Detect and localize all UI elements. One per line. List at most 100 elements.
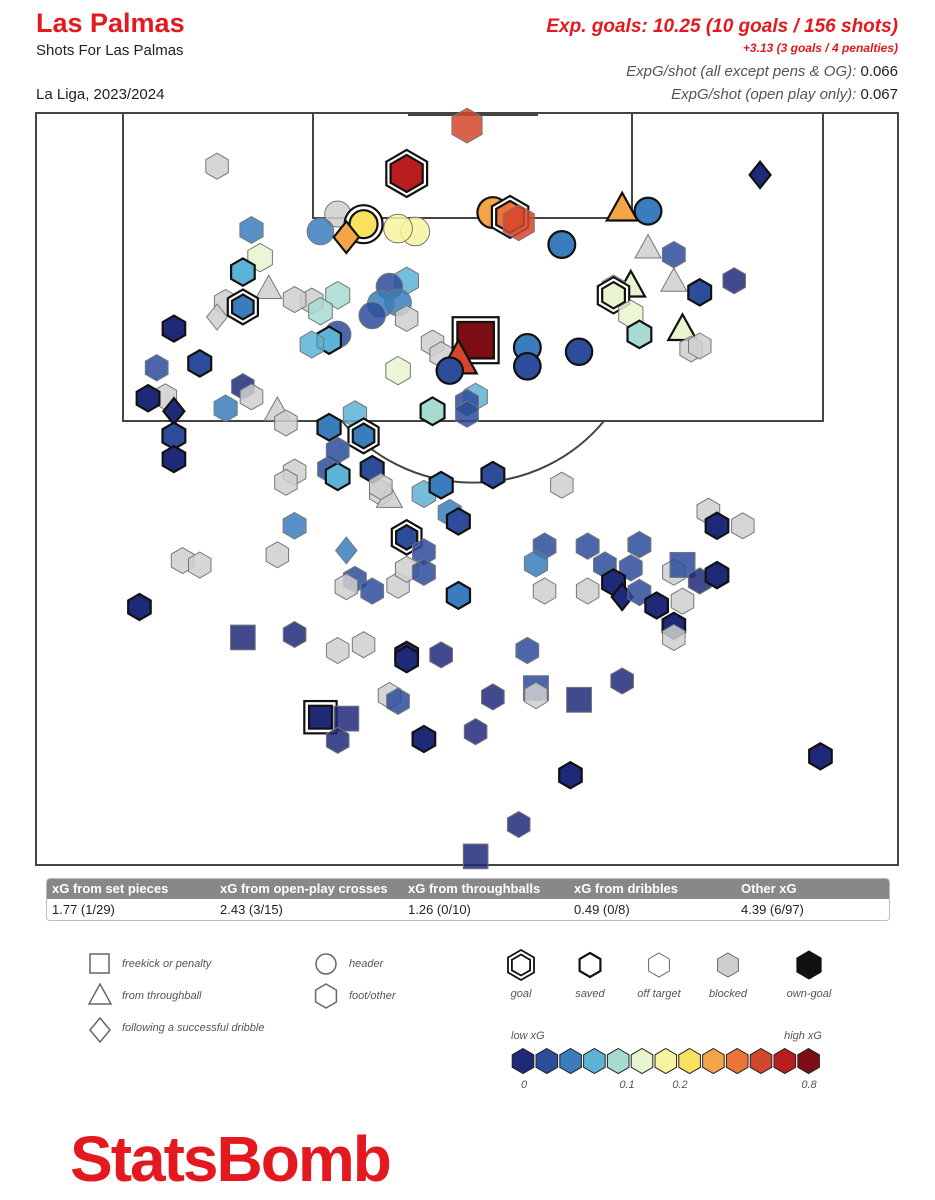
- shot-triangle: [660, 266, 688, 292]
- square-icon: [89, 953, 110, 974]
- shot-map: [35, 107, 899, 870]
- legend-own-goal-label: own-goal: [787, 988, 832, 1000]
- scale-swatch: [797, 1047, 820, 1075]
- scale-swatch: [583, 1047, 606, 1075]
- shot-marker: [351, 631, 376, 659]
- shot-marker: [230, 257, 256, 287]
- summary-value: 4.39 (6/97): [741, 902, 804, 917]
- shot-hexagon: [385, 355, 411, 386]
- shot-marker: [135, 383, 161, 413]
- shot-hexagon: [389, 153, 424, 194]
- summary-value-row: 1.77 (1/29) 2.43 (3/15) 1.26 (0/10) 0.49…: [47, 899, 889, 920]
- xg-summary-table: xG from set pieces xG from open-play cro…: [46, 878, 890, 921]
- legend-foot-label: foot/other: [349, 990, 397, 1002]
- summary-value: 0.49 (0/8): [574, 902, 630, 917]
- shot-hexagon: [618, 554, 643, 582]
- shot-marker: [325, 280, 351, 310]
- shot-marker: [394, 644, 419, 674]
- scale-swatch: [773, 1047, 797, 1075]
- shot-hexagon: [205, 152, 229, 180]
- shot-hexagon: [395, 523, 419, 551]
- legend-header-label: header: [349, 958, 385, 970]
- shot-marker: [428, 470, 454, 500]
- scale-high-label: high xG: [784, 1030, 822, 1042]
- diamond-icon: [89, 1016, 111, 1044]
- shot-hexagon: [731, 512, 755, 540]
- shot-marker: [575, 577, 600, 605]
- shot-marker: [324, 461, 351, 492]
- pitch-boundary: [35, 112, 899, 866]
- shot-hexagon: [127, 592, 152, 622]
- xg-per-shot-all-value: 0.066: [860, 63, 898, 80]
- shot-hexagon: [161, 444, 187, 474]
- scale-swatch: [654, 1047, 678, 1075]
- shot-marker: [480, 460, 506, 490]
- shot-marker: [661, 240, 686, 269]
- shot-hexagon: [161, 314, 187, 343]
- scale-tick: 0.2: [672, 1079, 687, 1091]
- shot-diamond: [334, 536, 358, 565]
- statsbomb-logo: StatsBomb: [70, 1123, 392, 1195]
- shot-square: [230, 624, 256, 651]
- shot-marker: [704, 511, 730, 541]
- shot-marker: [254, 274, 283, 300]
- shot-hexagon: [627, 530, 652, 559]
- shot-hexagon: [274, 409, 298, 437]
- shot-marker: [332, 219, 361, 255]
- legend-saved-label: saved: [575, 988, 605, 1000]
- shot-marker: [455, 400, 479, 428]
- shot-marker: [451, 107, 483, 144]
- legend-freekick-label: freekick or penalty: [122, 958, 213, 970]
- shot-marker: [610, 667, 634, 695]
- shot-hexagon: [325, 436, 350, 465]
- shot-circle: [547, 230, 577, 260]
- shot-hexagon: [351, 631, 376, 659]
- shot-marker: [633, 196, 663, 226]
- shot-hexagon: [274, 468, 298, 496]
- shot-circle: [633, 196, 663, 226]
- shot-hexagon: [480, 460, 506, 490]
- xg-per-shot-open-play-value: 0.067: [860, 86, 898, 103]
- shot-diamond: [332, 219, 361, 255]
- shot-hexagon: [282, 511, 307, 540]
- shot-square: [333, 705, 360, 732]
- shot-marker: [369, 473, 393, 501]
- shot-circle: [383, 213, 413, 244]
- legend-goal-label: goal: [511, 988, 532, 1000]
- shot-marker: [411, 558, 436, 586]
- shot-hexagon: [411, 724, 437, 754]
- shot-triangle: [254, 274, 283, 300]
- shot-hexagon: [455, 400, 479, 428]
- scale-swatch: [606, 1047, 630, 1075]
- shot-marker: [386, 687, 410, 715]
- shot-marker: [205, 303, 229, 331]
- shot-hexagon: [144, 354, 169, 382]
- shot-marker: [688, 332, 712, 360]
- shot-marker: [419, 396, 446, 427]
- shot-marker: [282, 511, 307, 540]
- goal-outcome-inner-icon: [510, 953, 531, 977]
- shot-marker: [239, 383, 264, 411]
- shot-marker: [226, 288, 259, 326]
- shot-hexagon: [429, 641, 453, 669]
- shot-hexagon: [687, 277, 713, 307]
- shot-marker: [524, 681, 548, 710]
- scale-tick: 0.1: [619, 1079, 634, 1091]
- shot-marker: [435, 356, 465, 385]
- shot-marker: [303, 699, 338, 735]
- shot-marker: [547, 230, 577, 260]
- scale-swatch: [511, 1047, 535, 1075]
- shot-marker: [666, 312, 699, 342]
- scale-tick: 0.8: [801, 1079, 817, 1091]
- shot-marker: [596, 275, 631, 315]
- scale-low-label: low xG: [511, 1030, 545, 1042]
- shot-marker: [515, 636, 540, 665]
- shot-marker: [358, 301, 386, 330]
- shot-hexagon: [325, 636, 350, 665]
- shot-marker: [662, 623, 686, 652]
- legend-blocked-label: blocked: [709, 988, 748, 1000]
- xg-per-shot-all: ExpG/shot (all except pens & OG): 0.066: [626, 63, 898, 80]
- shot-marker: [213, 394, 238, 423]
- shot-marker: [550, 471, 574, 499]
- shot-marker: [644, 591, 670, 620]
